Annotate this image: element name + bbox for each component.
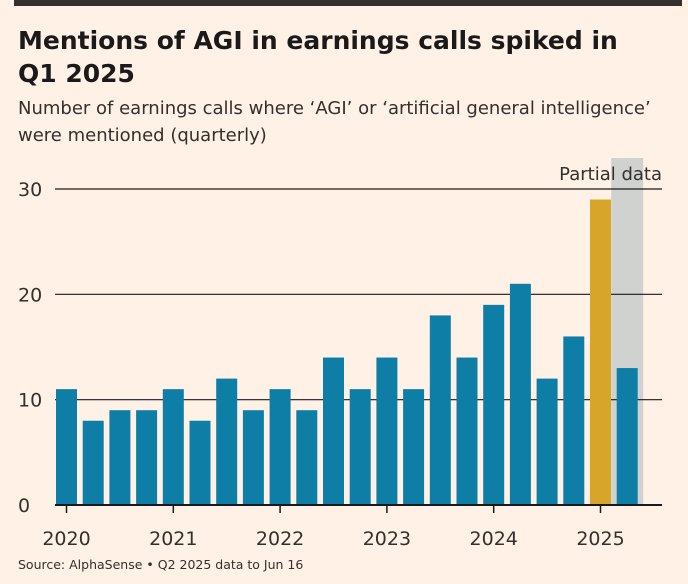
bar-q4-2022 [349, 389, 371, 505]
top-rule [14, 0, 682, 6]
x-tick-label-2024: 2024 [470, 528, 518, 550]
x-tick-label-2021: 2021 [149, 528, 197, 550]
bar-q1-2024 [483, 304, 505, 505]
bar-q2-2024 [509, 283, 531, 505]
bar-q1-2023 [376, 357, 398, 505]
bar-q1-2025 [590, 199, 611, 506]
y-tick-label-30: 30 [18, 179, 42, 201]
bar-q1-2022 [269, 389, 291, 505]
x-tick-label-2025: 2025 [576, 528, 624, 550]
bar-q2-2023 [403, 389, 425, 505]
bar-q3-2020 [109, 410, 131, 505]
chart-subtitle: Number of earnings calls where ‘AGI’ or … [18, 98, 651, 146]
y-tick-label-20: 20 [18, 284, 42, 306]
bar-q3-2022 [323, 357, 344, 505]
x-tick-label-2023: 2023 [363, 528, 411, 550]
bar-q2-2021 [189, 420, 211, 505]
source-note: Source: AlphaSense • Q2 2025 data to Jun… [18, 557, 304, 572]
bar-q4-2021 [242, 410, 264, 505]
bar-q4-2024 [563, 336, 585, 505]
bar-q2-2025 [616, 368, 638, 505]
bar-q4-2020 [136, 410, 158, 505]
bar-q3-2024 [536, 378, 558, 505]
bar-q1-2020 [56, 389, 77, 505]
x-tick-label-2022: 2022 [256, 528, 304, 550]
partial-data-label: Partial data [559, 164, 662, 185]
bar-q2-2020 [82, 420, 104, 505]
chart-title: Mentions of AGI in earnings calls spiked… [18, 26, 618, 88]
bar-q1-2021 [162, 389, 184, 505]
x-tick-label-2020: 2020 [42, 528, 90, 550]
bar-q2-2022 [296, 410, 318, 505]
y-tick-label-0: 0 [18, 495, 30, 517]
y-tick-label-10: 10 [18, 390, 42, 412]
bar-q4-2023 [456, 357, 478, 505]
bar-q3-2021 [216, 378, 238, 505]
bar-q3-2023 [429, 315, 451, 505]
